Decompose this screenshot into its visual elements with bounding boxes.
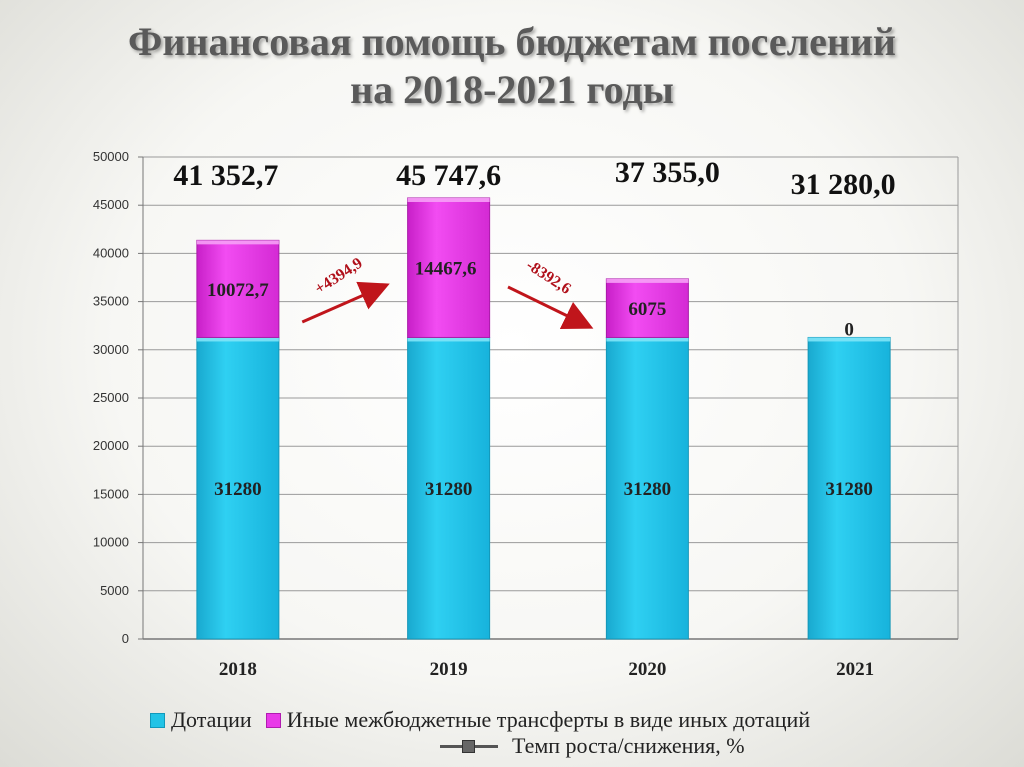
bar-top-highlight: [606, 278, 689, 283]
bar-dotacii: [605, 336, 689, 640]
y-tick-label: 45000: [93, 197, 129, 212]
y-tick-label: 35000: [93, 294, 129, 309]
y-tick-label: 15000: [93, 486, 129, 501]
legend-swatch-transfers: [265, 712, 281, 728]
legend-line-marker-icon: [440, 739, 498, 753]
total-label: 45 747,6: [396, 159, 501, 192]
bar-top-highlight: [407, 197, 490, 202]
legend-swatch-dotacii: [150, 712, 165, 728]
bar-top-highlight: [808, 337, 891, 342]
total-label: 41 352,7: [173, 159, 278, 192]
y-tick-label: 25000: [93, 390, 129, 405]
x-tick-label: 2020: [628, 659, 666, 680]
data-label-dotacii: 31280: [825, 479, 873, 500]
legend-label-dotacii: Дотации: [171, 707, 252, 732]
y-tick-label: 50000: [93, 149, 129, 164]
x-tick-label: 2021: [836, 659, 874, 680]
bar-dotacii: [407, 336, 491, 640]
data-label-transfers: 14467,6: [415, 259, 477, 280]
data-label-transfers: 6075: [628, 299, 666, 320]
legend-label-growth-rate: Темп роста/снижения, %: [512, 733, 745, 758]
y-tick-label: 40000: [93, 245, 129, 260]
data-label-dotacii: 31280: [624, 479, 672, 500]
bar-top-highlight: [196, 240, 279, 245]
bar-transfers: [407, 197, 491, 338]
change-label: +4394,9: [312, 255, 366, 298]
bar-dotacii: [807, 336, 891, 640]
legend-label-transfers: Иные межбюджетные трансферты в виде иных…: [286, 707, 811, 732]
bar-transfers: [196, 239, 280, 338]
total-label: 37 355,0: [615, 156, 720, 189]
bar-top-highlight: [196, 337, 279, 342]
change-arrow: [507, 285, 594, 329]
y-tick-label: 5000: [100, 583, 129, 598]
chart-title: Финансовая помощь бюджетам поселений на …: [0, 18, 1024, 114]
bar-dotacii: [196, 336, 280, 640]
chart-title-line2: на 2018-2021 годы: [350, 67, 674, 112]
y-tick-label: 10000: [93, 535, 129, 550]
data-label-transfers: 10072,7: [207, 280, 269, 301]
change-arrow: [301, 281, 390, 324]
data-label-dotacii: 31280: [425, 479, 473, 500]
bar-top-highlight: [606, 337, 689, 342]
data-label-dotacii: 31280: [214, 479, 262, 500]
y-tick-label: 30000: [93, 342, 129, 357]
y-tick-label: 20000: [93, 438, 129, 453]
data-label-transfers: 0: [844, 319, 854, 340]
chart-title-line1: Финансовая помощь бюджетам поселений: [128, 19, 896, 64]
x-tick-label: 2018: [219, 659, 257, 680]
legend: Дотации Иные межбюджетные трансферты в в…: [150, 707, 930, 759]
y-tick-label: 0: [122, 631, 129, 646]
change-label: -8392,6: [523, 257, 574, 298]
bar-top-highlight: [407, 337, 490, 342]
total-label: 31 280,0: [791, 168, 896, 201]
bar-transfers: [605, 278, 689, 338]
x-tick-label: 2019: [430, 659, 468, 680]
